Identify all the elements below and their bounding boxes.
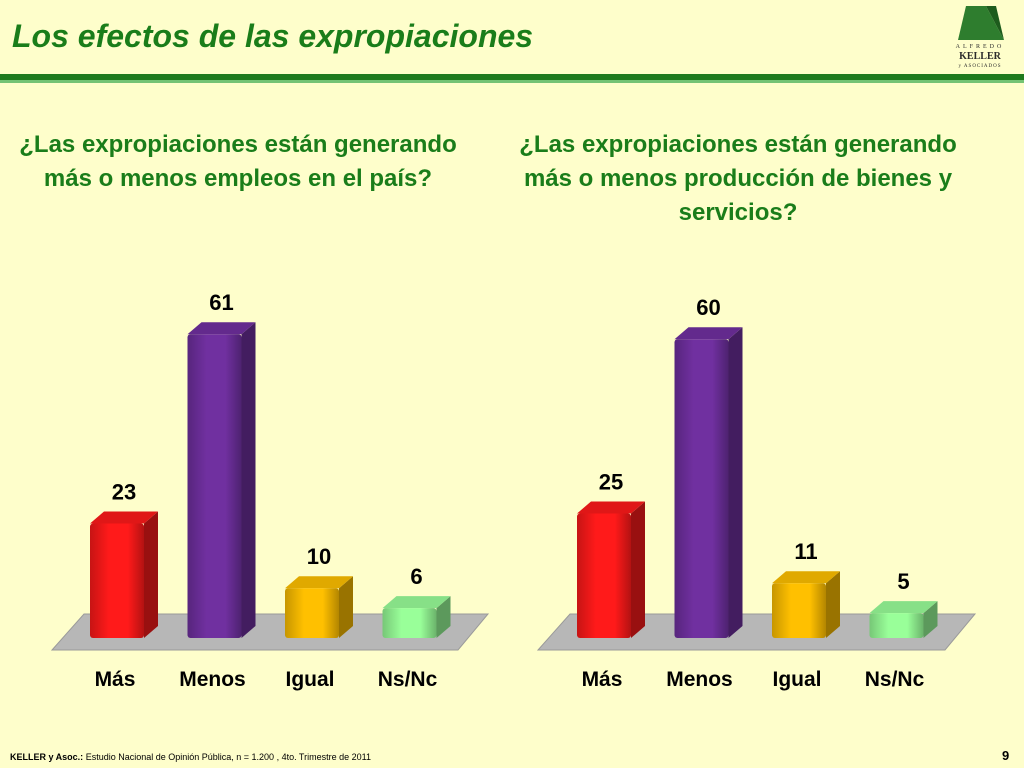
chart-1-value-label: 23	[112, 479, 136, 504]
chart-2-value-label: 25	[599, 470, 623, 495]
chart-2-bar-top	[772, 571, 840, 584]
chart-1-floor	[50, 613, 490, 651]
footer-source-text: Estudio Nacional de Opinión Pública, n =…	[83, 752, 371, 762]
chart-2-bar	[869, 613, 924, 638]
chart-1-bar-side	[436, 596, 451, 638]
logo-line3: y ASOCIADOS	[958, 64, 1002, 69]
chart-1-category-label: Ns/Nc	[378, 668, 438, 691]
chart-1-value-label: 61	[209, 290, 233, 315]
chart-1-category-label: Más	[95, 668, 136, 691]
chart-2-value-label: 5	[897, 569, 909, 594]
footer-source-label: KELLER y Asoc.:	[10, 752, 84, 762]
chart-1-question: ¿Las expropiaciones están generando más …	[19, 131, 457, 192]
chart-2-bar-side	[631, 501, 645, 638]
chart-2-category-label: Menos	[666, 668, 733, 691]
chart-1-bar-side	[144, 511, 158, 638]
chart-1-bar	[187, 334, 242, 638]
chart-1-category-label: Menos	[179, 668, 246, 691]
slide-title: Los efectos de las expropiaciones	[12, 18, 534, 54]
chart-2-question: ¿Las expropiaciones están generando más …	[519, 131, 957, 226]
chart-2-bar-top	[674, 327, 743, 340]
chart-1-bar	[90, 523, 144, 638]
chart-2-bar-side	[826, 571, 840, 638]
page-number: 9	[1002, 748, 1010, 763]
chart-1-bar-top	[285, 576, 353, 589]
chart-1-bar-side	[339, 576, 353, 638]
footer-source: KELLER y Asoc.: Estudio Nacional de Opin…	[10, 752, 371, 762]
chart-1-category-label: Igual	[285, 668, 334, 691]
header-rule	[0, 74, 1024, 80]
chart-1-value-label: 6	[410, 564, 422, 589]
chart-2-bar	[772, 583, 826, 638]
chart-1-value-label: 10	[307, 544, 331, 569]
chart-2-bar-top	[577, 501, 645, 514]
chart-2-floor	[536, 613, 977, 651]
chart-1-bar	[382, 608, 437, 638]
chart-1-bar-top	[187, 322, 256, 335]
header-rule-light	[0, 80, 1024, 83]
logo-line2: KELLER	[959, 51, 1001, 62]
keller-logo: ALFREDO KELLER y ASOCIADOS	[944, 4, 1016, 74]
chart-1-bar	[285, 588, 339, 638]
chart-2-bar	[577, 513, 631, 638]
logo-line1: ALFREDO	[955, 44, 1005, 50]
chart-2-category-label: Ns/Nc	[865, 668, 925, 691]
chart-1-bar-top	[90, 511, 158, 524]
chart-2-bar-top	[869, 601, 938, 614]
chart-2-category-label: Más	[582, 668, 623, 691]
chart-2-bar-side	[923, 601, 938, 638]
chart-1-bar-top	[382, 596, 451, 609]
chart-2-value-label: 60	[696, 295, 720, 320]
logo-mark-icon	[958, 6, 1004, 40]
chart-2-value-label: 11	[794, 539, 817, 564]
chart-2-category-label: Igual	[772, 668, 821, 691]
chart-1-bar-side	[241, 322, 256, 638]
chart-2-bar	[674, 339, 729, 638]
chart-2-bar-side	[728, 327, 743, 638]
